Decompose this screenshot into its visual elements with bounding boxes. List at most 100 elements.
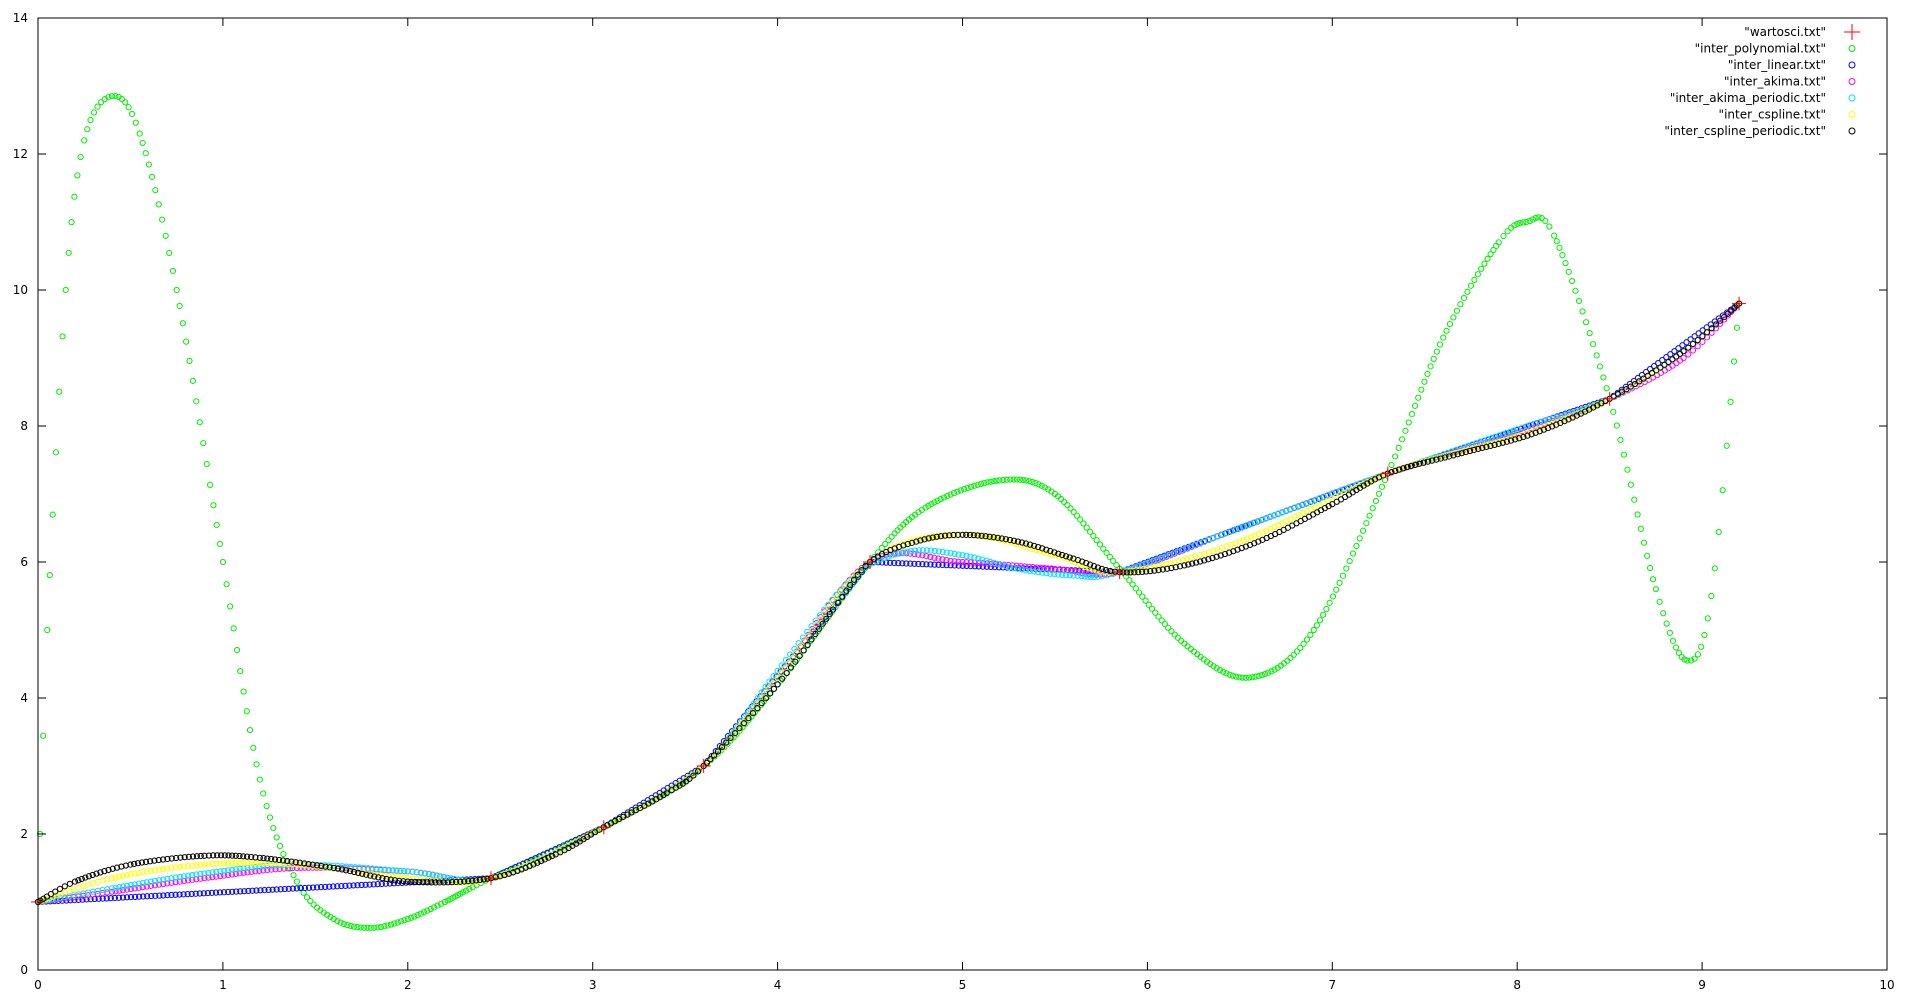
- data-point: [371, 873, 378, 880]
- data-point: [963, 531, 970, 538]
- data-point: [1014, 565, 1022, 572]
- data-point: [221, 867, 228, 874]
- data-point: [1546, 223, 1553, 230]
- data-point: [1066, 572, 1073, 579]
- data-point: [904, 541, 911, 548]
- data-point: [1648, 370, 1656, 377]
- data-point: [809, 627, 816, 634]
- data-point: [176, 302, 183, 310]
- data-point: [268, 860, 275, 867]
- data-point: [338, 866, 346, 873]
- data-point: [196, 890, 203, 897]
- data-point: [156, 892, 163, 899]
- data-point: [907, 560, 914, 567]
- data-point: [334, 883, 341, 890]
- data-point: [201, 870, 208, 877]
- data-point: [1147, 568, 1154, 575]
- data-point: [123, 871, 131, 879]
- data-point: [476, 876, 484, 884]
- data-point: [260, 790, 267, 797]
- data-point: [911, 547, 919, 554]
- data-point: [129, 110, 136, 118]
- data-point: [263, 802, 270, 810]
- data-point: [502, 870, 509, 877]
- data-point: [1454, 451, 1461, 458]
- data-point: [307, 898, 314, 905]
- data-point: [131, 893, 139, 901]
- data-point: [1168, 628, 1175, 635]
- data-point: [168, 875, 175, 882]
- data-point: [374, 924, 381, 931]
- data-point: [1429, 457, 1436, 464]
- data-point: [269, 886, 276, 893]
- legend-marker: [1848, 78, 1856, 85]
- data-point: [411, 913, 418, 920]
- data-point: [340, 920, 348, 928]
- data-point: [1029, 478, 1036, 486]
- data-point: [1353, 542, 1360, 550]
- data-point: [473, 877, 480, 884]
- data-point: [1131, 569, 1138, 576]
- data-point: [1523, 218, 1530, 226]
- data-point: [344, 921, 351, 929]
- data-point: [1172, 564, 1179, 571]
- data-point: [895, 560, 902, 567]
- data-point: [1345, 484, 1352, 491]
- data-point: [264, 855, 271, 862]
- data-point: [943, 557, 950, 564]
- data-point: [1458, 450, 1465, 457]
- data-point: [120, 883, 127, 890]
- data-point: [313, 884, 321, 891]
- data-point: [986, 533, 993, 540]
- data-point: [1516, 435, 1523, 442]
- data-point: [350, 923, 358, 930]
- data-point: [42, 896, 49, 903]
- data-point: [1192, 553, 1199, 560]
- data-point: [381, 866, 388, 873]
- data-point: [1440, 334, 1447, 341]
- data-point: [1000, 476, 1007, 484]
- data-point: [1444, 449, 1451, 456]
- data-point: [1572, 287, 1579, 294]
- data-point: [1416, 460, 1423, 467]
- data-point: [200, 440, 207, 447]
- data-point: [1590, 341, 1597, 348]
- data-point: [1727, 398, 1734, 405]
- data-point: [1446, 453, 1453, 460]
- data-point: [266, 814, 274, 821]
- data-point: [1074, 572, 1081, 579]
- data-point: [224, 867, 232, 874]
- data-point: [1197, 539, 1205, 546]
- x-tick-label: 1: [219, 978, 227, 992]
- data-point: [1411, 402, 1419, 409]
- data-point: [1538, 214, 1545, 222]
- data-point: [112, 874, 119, 881]
- data-point: [205, 869, 212, 877]
- data-point: [164, 855, 171, 863]
- data-point: [800, 647, 807, 654]
- data-point: [293, 885, 300, 892]
- data-point: [1245, 674, 1253, 681]
- data-point: [417, 869, 424, 876]
- data-point: [346, 868, 354, 875]
- data-point: [196, 419, 203, 426]
- data-point: [1035, 481, 1042, 488]
- data-point: [1593, 352, 1600, 359]
- data-point: [1631, 496, 1638, 503]
- data-point: [334, 917, 341, 925]
- data-point: [1503, 438, 1511, 445]
- data-point: [975, 559, 983, 566]
- data-point: [197, 861, 204, 869]
- data-point: [1481, 260, 1488, 267]
- data-point: [417, 910, 424, 917]
- data-point: [1441, 454, 1449, 461]
- data-point: [444, 874, 451, 882]
- data-point: [1699, 333, 1706, 340]
- data-point: [1287, 506, 1294, 513]
- data-point: [819, 620, 826, 627]
- data-point: [1312, 496, 1319, 504]
- data-point: [983, 563, 990, 570]
- data-point: [1691, 333, 1698, 340]
- data-point: [1185, 561, 1192, 568]
